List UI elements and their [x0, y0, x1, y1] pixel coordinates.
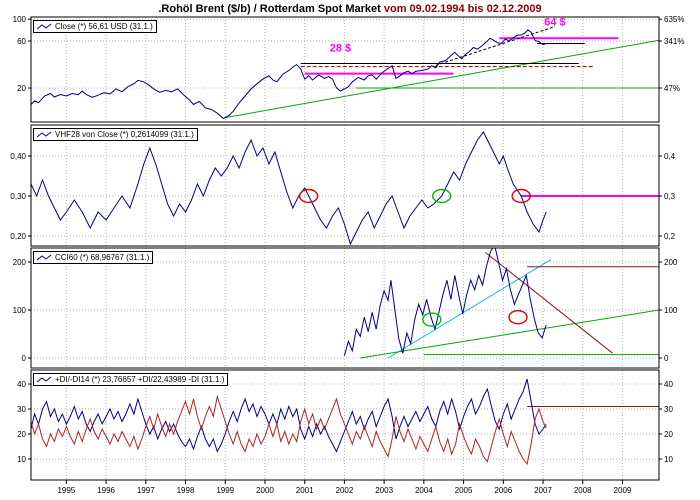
legend-cci60: CCI60 (*) 68,96767 (31.1.): [33, 251, 154, 264]
y-axis-label-left: 60: [17, 37, 26, 46]
y-axis-label-right: 10: [664, 455, 673, 464]
price-panel-border: [30, 16, 660, 123]
vhf28-plot-area: [31, 125, 659, 246]
x-axis-label: 2009: [614, 486, 632, 495]
legend-line-icon: [37, 23, 52, 29]
y-axis-label-left: 0,20: [10, 232, 26, 241]
x-axis-label: 2006: [494, 486, 512, 495]
legend-di14: +DI/-DI14 (*) 23,76657 +DI/22,43989 -DI …: [33, 373, 229, 386]
x-axis-label: 2004: [415, 486, 433, 495]
highlight-ellipse: [432, 188, 452, 204]
Close-series-line: [31, 29, 547, 120]
y-axis-label-left: 30: [17, 405, 26, 414]
cci60-plot-area: [31, 248, 659, 368]
y-axis-label-left: 0,40: [10, 152, 26, 161]
x-axis-label: 1998: [177, 486, 195, 495]
y-axis-label-right: 20: [664, 430, 673, 439]
y-axis-label-right: 100: [664, 306, 678, 315]
y-axis-label-left: 10: [17, 455, 26, 464]
cci60-panel-border: [30, 247, 660, 369]
y-axis-label-left: 0,30: [10, 192, 26, 201]
legend-line-icon: [37, 376, 52, 382]
cci60-overlay-line: [485, 252, 613, 354]
x-axis-label: 1997: [137, 486, 155, 495]
highlight-ellipse: [511, 188, 531, 204]
y-axis-label-left: 200: [13, 258, 27, 267]
CCI60-series-line: [343, 248, 547, 356]
cci60-overlay-line: [387, 259, 552, 359]
x-axis-label: 2002: [336, 486, 354, 495]
y-axis-label-right: 635%: [664, 15, 684, 24]
cci60-overlay-line: [360, 309, 659, 359]
chart-title-main: .Rohöl Brent ($/b) / Rotterdam Spot Mark…: [158, 3, 381, 15]
legend-line-icon: [37, 254, 52, 260]
y-axis-label-right: 30: [664, 405, 673, 414]
highlight-ellipse: [422, 312, 442, 327]
price-overlay-line: [435, 26, 556, 66]
chart-title-range: vom 09.02.1994 bis 02.12.2009: [380, 3, 542, 15]
chart-title: .Rohöl Brent ($/b) / Rotterdam Spot Mark…: [0, 3, 700, 15]
x-axis-label: 2003: [375, 486, 393, 495]
legend-line-icon: [37, 131, 52, 137]
y-axis-label-right: 40: [664, 380, 673, 389]
y-axis-label-left: 100: [13, 306, 27, 315]
legend-cci60-label: CCI60 (*) 68,96767 (31.1.): [55, 253, 150, 262]
y-axis-label-right: 0,3: [664, 192, 676, 201]
y-axis-label-left: 100: [13, 15, 27, 24]
y-axis-label-right: 47%: [664, 84, 680, 93]
x-axis-label: 2008: [574, 486, 592, 495]
legend-vhf28-label: VHF28 von Close (*) 0,2614099 (31.1.): [55, 130, 194, 139]
VHF28-series-line: [31, 131, 547, 246]
x-axis-label: 2000: [256, 486, 274, 495]
y-axis-label-left: 40: [17, 380, 26, 389]
di14-plot-area: [31, 370, 659, 480]
minusDI14-series-line: [31, 394, 547, 466]
highlight-ellipse: [508, 310, 528, 325]
x-axis-label: 2005: [455, 486, 473, 495]
vhf28-panel-border: [30, 124, 660, 247]
x-axis-label: 1995: [57, 486, 75, 495]
y-axis-label-right: 0,2: [664, 232, 676, 241]
legend-vhf28: VHF28 von Close (*) 0,2614099 (31.1.): [33, 128, 198, 141]
legend-close-label: Close (*) 56,61 USD (31.1.): [55, 22, 153, 31]
x-axis-label: 2007: [534, 486, 552, 495]
legend-di14-label: +DI/-DI14 (*) 23,76657 +DI/22,43989 -DI …: [55, 375, 225, 384]
y-axis-label-right: 0,4: [664, 152, 676, 161]
price-annotation: 64 $: [544, 17, 565, 29]
plusDI14-series-line: [31, 378, 547, 453]
y-axis-label-right: 200: [664, 258, 678, 267]
price-annotation: 28 $: [330, 42, 351, 54]
y-axis-label-left: 0: [22, 354, 27, 363]
x-axis-label: 2001: [296, 486, 314, 495]
x-axis-label: 1999: [216, 486, 234, 495]
highlight-ellipse: [298, 188, 319, 204]
y-axis-label-right: 341%: [664, 37, 684, 46]
di14-panel-border: [30, 369, 660, 481]
y-axis-label-left: 20: [17, 84, 26, 93]
price-plot-area: [31, 17, 659, 122]
price-overlay-line: [225, 39, 659, 119]
legend-close: Close (*) 56,61 USD (31.1.): [33, 20, 157, 33]
y-axis-label-left: 20: [17, 430, 26, 439]
x-axis-label: 1996: [97, 486, 115, 495]
y-axis-label-right: 0: [664, 354, 669, 363]
